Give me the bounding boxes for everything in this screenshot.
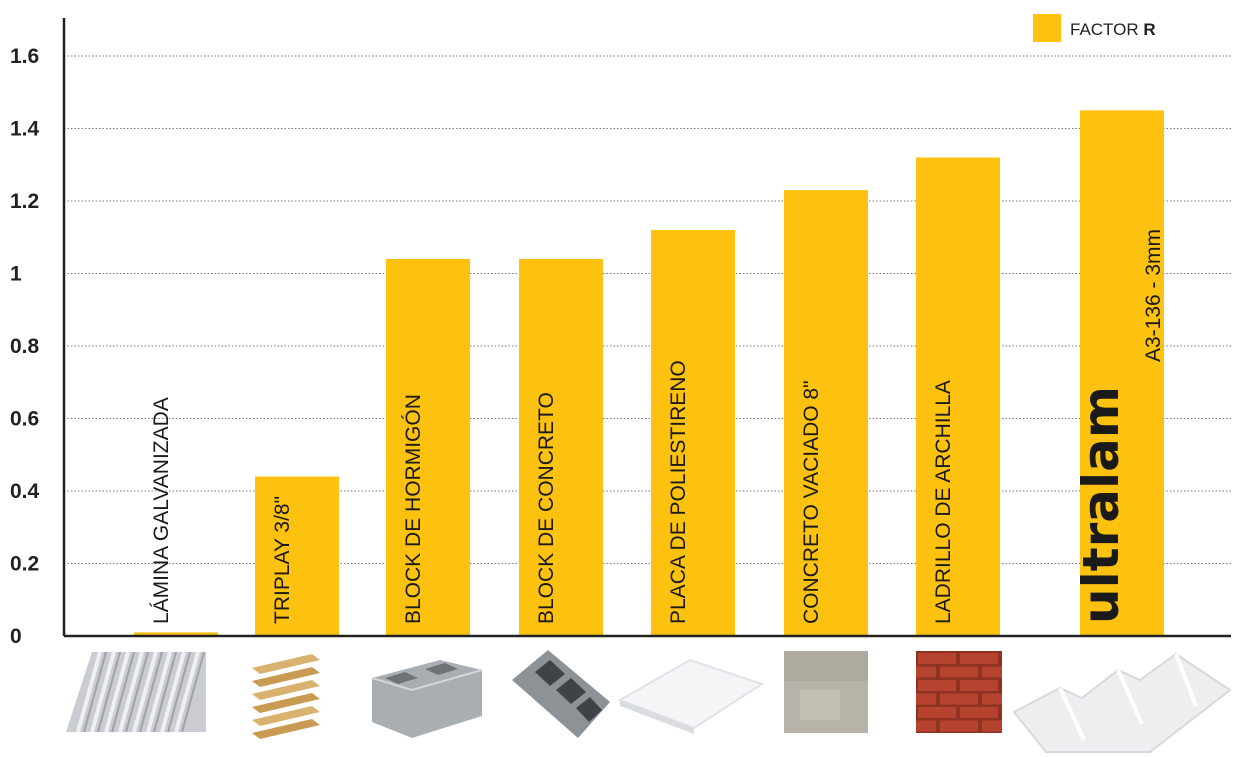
bar-labels: LÁMINA GALVANIZADA TRIPLAY 3/8" BLOCK DE H… [150, 229, 1165, 624]
y-tick-label: 0 [10, 625, 22, 648]
bar [784, 190, 868, 636]
y-tick-label: 0.6 [10, 408, 39, 431]
plywood-image [252, 654, 320, 739]
cast-concrete-image [784, 651, 868, 733]
hollow-block-image [371, 660, 483, 738]
bar [916, 157, 1000, 636]
y-tick-label: 0.4 [10, 480, 40, 503]
polystyrene-board-image [617, 658, 765, 734]
clay-brick-image [916, 651, 1002, 733]
axes [62, 18, 1231, 638]
bar [519, 259, 603, 636]
grid-lines [64, 55, 1231, 564]
bar-label: BLOCK DE HORMIGÓN [402, 394, 425, 624]
ultralam-sheet-image [1012, 652, 1232, 753]
bars [134, 110, 1164, 636]
ultralam-logo: ultralam [1072, 386, 1130, 624]
legend-label: FACTOR R [1070, 20, 1156, 39]
bar-label: A3-136 - 3mm [1142, 229, 1165, 362]
bar [651, 230, 735, 636]
legend: FACTOR R [1033, 14, 1156, 42]
galvanized-sheet-image [66, 651, 206, 733]
bar-label: LÁMINA GALVANIZADA [150, 397, 173, 624]
bar-label: TRIPLAY 3/8" [271, 496, 294, 624]
material-images [66, 650, 1232, 753]
bar [386, 259, 470, 636]
bar-label: BLOCK DE CONCRETO [535, 392, 558, 624]
y-tick-label: 1.4 [10, 118, 40, 141]
y-tick-label: 1 [10, 263, 22, 286]
bar [134, 632, 218, 636]
y-tick-label: 0.2 [10, 553, 39, 576]
y-tick-label: 1.2 [10, 190, 39, 213]
bar [255, 476, 339, 636]
legend-swatch [1033, 14, 1061, 42]
y-axis-tick-labels: 0 0.2 0.4 0.6 0.8 1 1.2 1.4 1.6 [10, 45, 40, 648]
bar-label: LADRILLO DE ARCHILLA [932, 380, 955, 624]
bar [1080, 110, 1164, 636]
bar-label: PLACA DE POLIESTIRENO [667, 360, 690, 624]
concrete-block-image [512, 650, 610, 738]
bar-label: CONCRETO VACIADO 8" [800, 380, 823, 624]
y-tick-label: 0.8 [10, 335, 40, 358]
y-tick-label: 1.6 [10, 45, 39, 68]
